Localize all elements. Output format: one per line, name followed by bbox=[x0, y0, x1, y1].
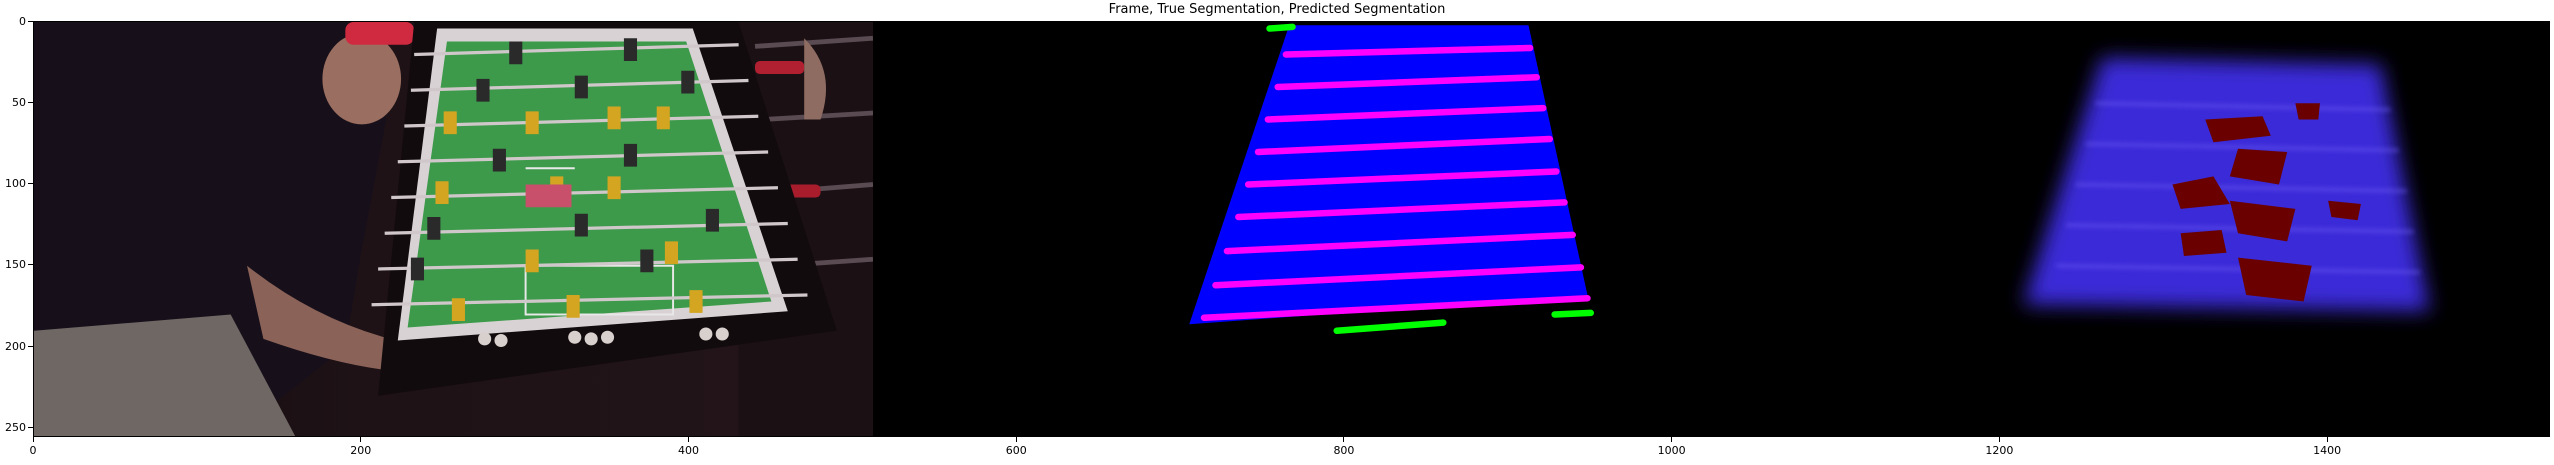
x-tick-mark bbox=[360, 437, 362, 442]
y-tick-mark bbox=[28, 183, 33, 184]
y-tick-mark bbox=[28, 426, 33, 428]
cap bbox=[345, 22, 415, 45]
x-tick-mark bbox=[1998, 437, 2000, 442]
x-tick-mark bbox=[1343, 437, 1345, 442]
predicted-blobs bbox=[2172, 103, 2361, 302]
x-tick-mark bbox=[1671, 437, 1673, 442]
predicted-field bbox=[2023, 57, 2430, 312]
panel-true-segmentation bbox=[873, 22, 1712, 436]
x-tick-label: 0 bbox=[29, 444, 37, 457]
x-tick-mark bbox=[687, 437, 689, 442]
y-tick-mark bbox=[28, 264, 33, 266]
y-tick-mark bbox=[28, 20, 33, 22]
x-tick-label: 1400 bbox=[2313, 444, 2342, 457]
table-field bbox=[407, 41, 772, 328]
panel-frame bbox=[34, 22, 874, 436]
x-tick-mark bbox=[1015, 437, 1017, 442]
y-tick-label: 0 bbox=[19, 14, 26, 28]
x-tick-label: 600 bbox=[1005, 444, 1027, 457]
y-tick-label: 100 bbox=[5, 177, 26, 190]
x-tick-mark bbox=[2326, 437, 2328, 442]
y-tick-label: 150 bbox=[5, 258, 26, 272]
segmentation-rods bbox=[1200, 44, 1591, 321]
y-tick-mark bbox=[28, 345, 33, 347]
face bbox=[322, 33, 402, 125]
x-tick-label: 200 bbox=[350, 444, 372, 457]
x-tick-label: 400 bbox=[677, 444, 699, 457]
panel-predicted-segmentation bbox=[1712, 22, 2549, 436]
image-canvas bbox=[34, 22, 2549, 436]
y-tick-label: 250 bbox=[5, 420, 26, 434]
y-tick-label: 200 bbox=[5, 339, 26, 353]
x-tick-mark bbox=[32, 437, 34, 442]
x-tick-label: 1000 bbox=[1657, 444, 1686, 457]
x-tick-label: 800 bbox=[1333, 444, 1355, 457]
segmentation-goal-markers bbox=[1266, 23, 1595, 334]
figure-title: Frame, True Segmentation, Predicted Segm… bbox=[1108, 2, 1446, 17]
y-tick-label: 50 bbox=[12, 95, 26, 109]
x-tick-label: 1200 bbox=[1985, 444, 2014, 457]
image-plot bbox=[33, 21, 2550, 437]
y-tick-mark bbox=[28, 101, 33, 103]
